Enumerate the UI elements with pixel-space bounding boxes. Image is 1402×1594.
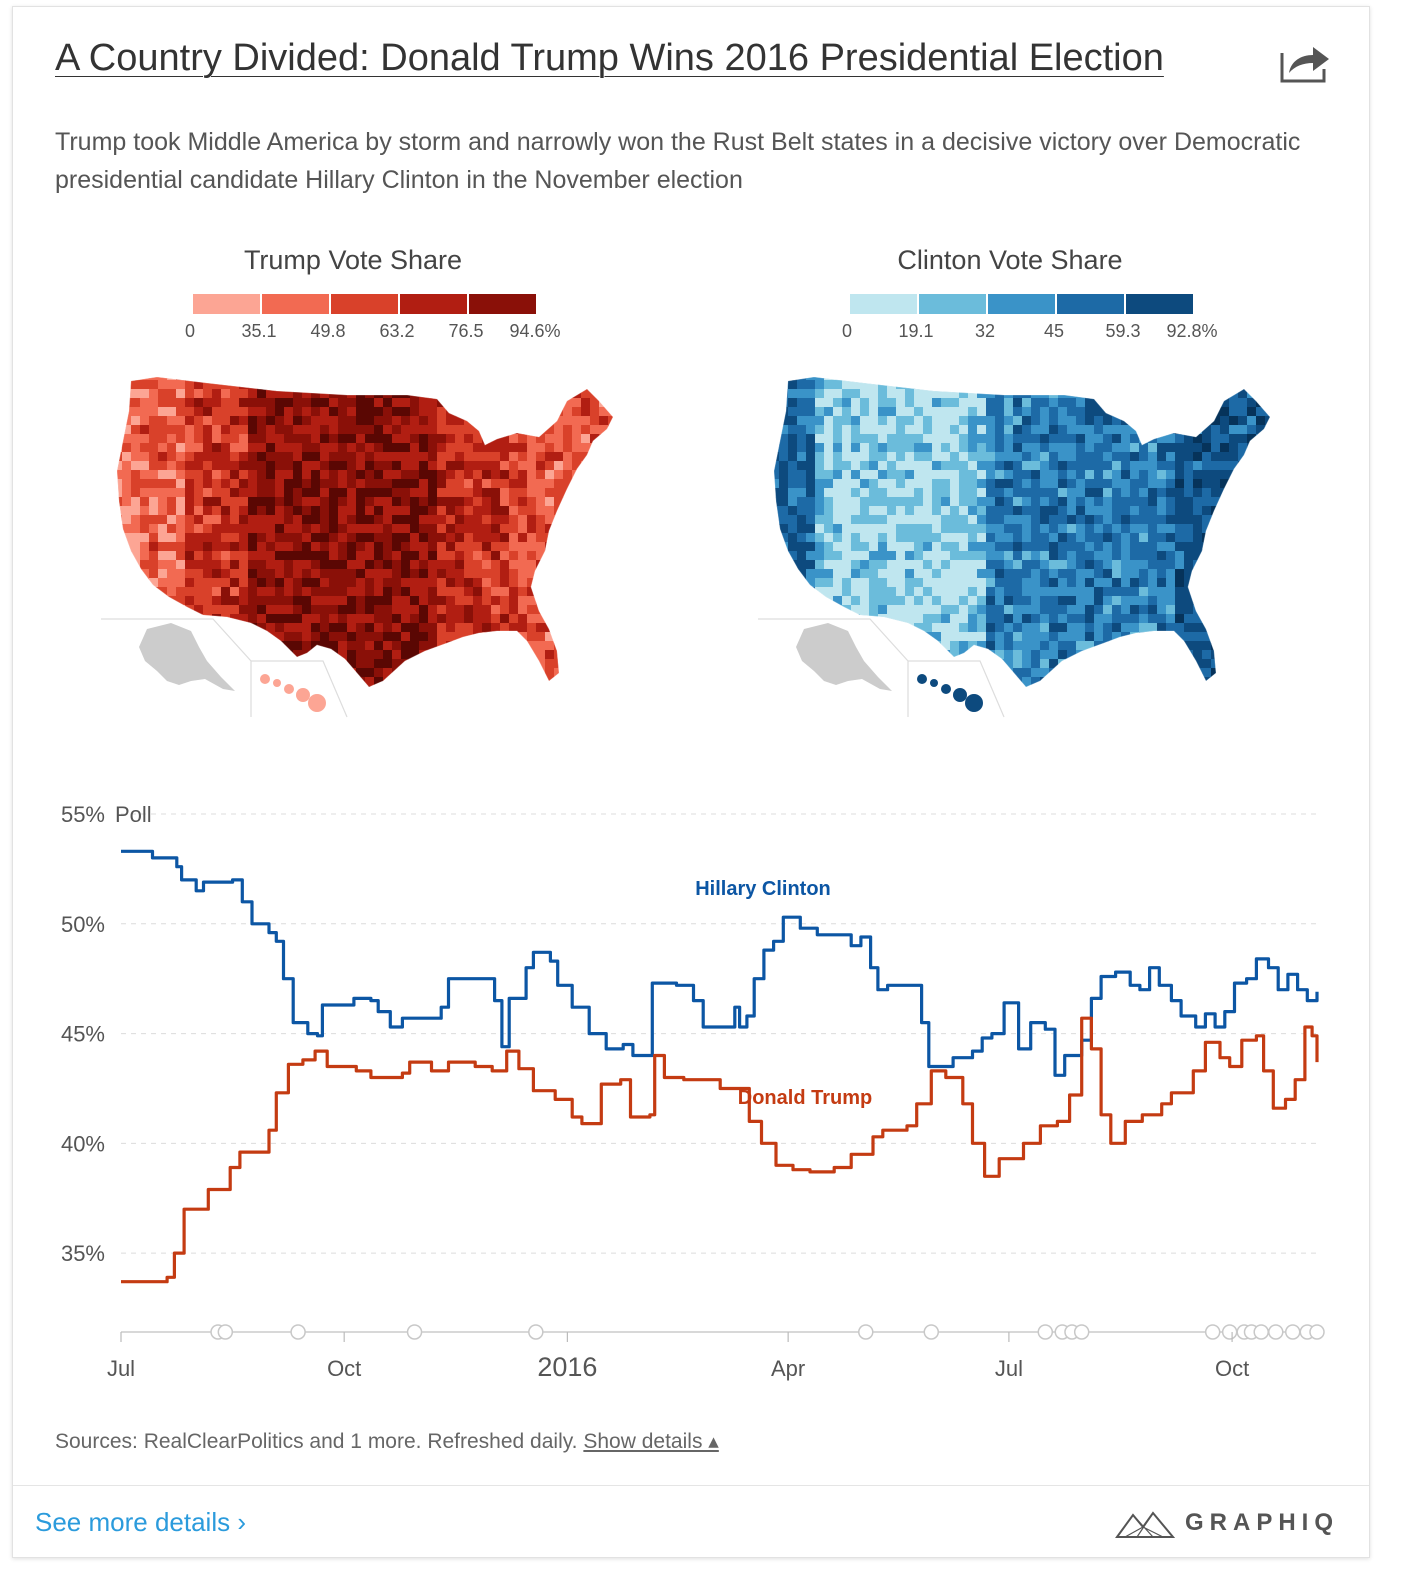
clinton-county-map[interactable] bbox=[744, 361, 1304, 721]
x-tick-label: Jul bbox=[995, 1356, 1023, 1381]
legend-tick: 76.5 bbox=[448, 321, 484, 341]
hawaii-inset bbox=[917, 674, 983, 712]
legend-tick: 63.2 bbox=[379, 321, 415, 341]
legend-swatch bbox=[469, 294, 536, 314]
legend-swatch bbox=[988, 294, 1055, 314]
legend-tick: 92.8% bbox=[1166, 321, 1218, 341]
footer-divider bbox=[13, 1485, 1369, 1486]
y-tick-label: 55% bbox=[61, 802, 105, 827]
event-marker bbox=[1073, 1324, 1090, 1340]
legend-tick: 32 bbox=[974, 321, 996, 341]
x-tick-label: Jul bbox=[107, 1356, 135, 1381]
legend-tick: 19.1 bbox=[898, 321, 934, 341]
legend-swatch bbox=[919, 294, 986, 314]
chart-card: A Country Divided: Donald Trump Wins 201… bbox=[12, 6, 1370, 1558]
event-marker bbox=[217, 1324, 234, 1340]
poll-line-chart[interactable]: 55% 50% 45% 40% 35% Poll Hillary Clinton Donald… bbox=[13, 787, 1369, 1407]
event-marker bbox=[1309, 1324, 1325, 1340]
sources-label: Sources: RealClearPolitics and 1 more. R… bbox=[55, 1430, 578, 1453]
legend-tick: 0 bbox=[184, 321, 196, 341]
event-marker bbox=[1284, 1324, 1301, 1340]
event-marker bbox=[1037, 1324, 1054, 1340]
alaska-inset bbox=[796, 623, 892, 691]
legend-tick: 49.8 bbox=[310, 321, 346, 341]
clinton-series-line bbox=[121, 849, 1319, 1077]
x-tick-label: Apr bbox=[771, 1356, 805, 1381]
clinton-series-label: Hillary Clinton bbox=[695, 878, 831, 900]
see-more-details-link[interactable]: See more details › bbox=[35, 1507, 246, 1537]
legend-tick: 59.3 bbox=[1105, 321, 1141, 341]
y-tick-label: 40% bbox=[61, 1131, 105, 1156]
country-outline bbox=[116, 376, 614, 688]
trump-series-line bbox=[121, 1016, 1319, 1284]
legend-tick: 0 bbox=[841, 321, 853, 341]
legend-tick: 94.6% bbox=[509, 321, 561, 341]
graphiq-mountain-icon bbox=[1115, 1511, 1176, 1538]
page-subtitle: Trump took Middle America by storm and n… bbox=[55, 128, 1301, 194]
event-marker bbox=[290, 1324, 306, 1340]
sources-text: Sources: RealClearPolitics and 1 more. R… bbox=[55, 1429, 719, 1454]
legend-swatch bbox=[262, 294, 329, 314]
legend-swatch bbox=[400, 294, 467, 314]
event-marker bbox=[1253, 1324, 1269, 1340]
graphiq-logo[interactable]: GRAPHIQ bbox=[1115, 1507, 1345, 1541]
event-marker bbox=[1268, 1324, 1284, 1340]
y-tick-label: 45% bbox=[61, 1022, 105, 1047]
legend-tick: 45 bbox=[1043, 321, 1065, 341]
event-marker bbox=[858, 1324, 874, 1340]
event-marker bbox=[528, 1324, 544, 1340]
event-marker bbox=[923, 1324, 940, 1340]
page-title[interactable]: A Country Divided: Donald Trump Wins 201… bbox=[55, 37, 1164, 79]
country-outline bbox=[773, 376, 1271, 688]
show-details-link[interactable]: Show details ▴ bbox=[583, 1430, 719, 1453]
y-tick-label: 35% bbox=[61, 1241, 105, 1266]
inset-divider bbox=[908, 660, 1005, 718]
trump-county-map[interactable] bbox=[87, 361, 647, 721]
share-arrow-icon[interactable] bbox=[1279, 41, 1331, 85]
x-tick-label: 2016 bbox=[537, 1352, 597, 1382]
trump-legend-title: Trump Vote Share bbox=[243, 245, 463, 275]
event-marker bbox=[1221, 1324, 1238, 1340]
legend-tick: 35.1 bbox=[241, 321, 277, 341]
brand-name: GRAPHIQ bbox=[1185, 1509, 1340, 1536]
legend-swatch bbox=[193, 294, 260, 314]
event-marker bbox=[406, 1324, 423, 1340]
x-tick-label: Oct bbox=[327, 1356, 361, 1381]
alaska-inset bbox=[139, 623, 235, 691]
legend-swatch bbox=[1057, 294, 1124, 314]
legend-swatch bbox=[331, 294, 398, 314]
inset-divider bbox=[101, 618, 252, 717]
x-tick-label: Oct bbox=[1215, 1356, 1249, 1381]
trump-series-label: Donald Trump bbox=[738, 1087, 872, 1109]
legend-swatch bbox=[1126, 294, 1193, 314]
clinton-legend-title: Clinton Vote Share bbox=[897, 245, 1123, 275]
inset-divider bbox=[251, 660, 348, 718]
y-tick-label: 50% bbox=[61, 912, 105, 937]
legend-swatch bbox=[850, 294, 917, 314]
inset-divider bbox=[758, 618, 909, 717]
event-marker bbox=[1204, 1324, 1221, 1340]
hawaii-inset bbox=[260, 674, 326, 712]
y-axis-label: Poll bbox=[115, 802, 152, 827]
